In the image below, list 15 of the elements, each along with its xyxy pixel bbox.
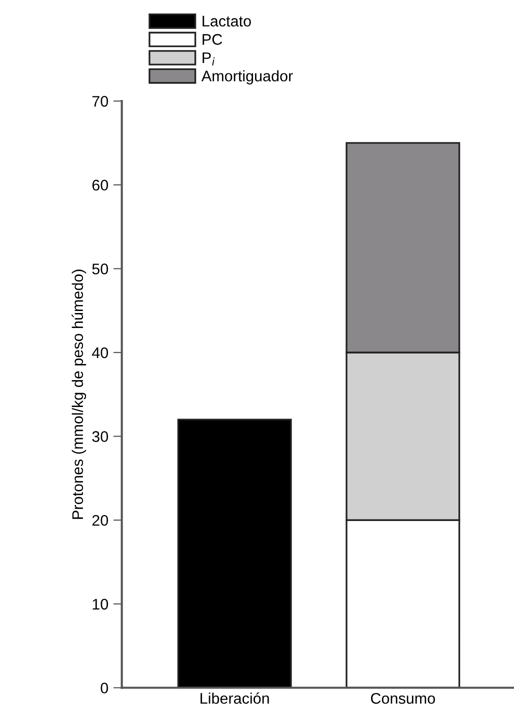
y-tick-label: 70 [92,96,108,107]
y-tick-label: 20 [92,514,108,526]
y-tick-label: 30 [92,431,108,442]
y-tick-label: 0 [100,682,108,694]
y-tick-label: 10 [92,598,108,610]
x-tick-label: Consumo [370,693,435,704]
legend-label: PC [202,34,222,45]
y-tick-label: 40 [92,347,108,358]
legend-label: Amortiguador [201,70,293,84]
legend-label: P$_{i}$ [202,52,215,66]
y-axis-title: Protones (mmol/kg de peso húmedo) [72,270,86,519]
x-tick-label: Liberación [200,692,269,704]
y-tick-label: 60 [92,180,108,191]
y-tick-label: 50 [92,264,108,274]
legend-label: Lactato [202,16,251,27]
